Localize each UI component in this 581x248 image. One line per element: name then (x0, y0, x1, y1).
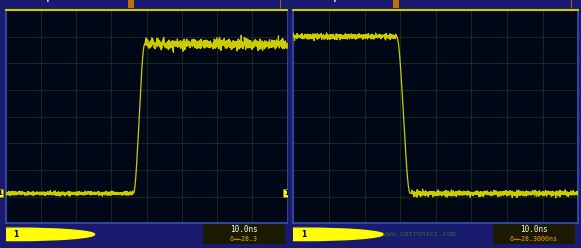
Text: ð→←28.3: ð→←28.3 (230, 236, 258, 242)
Text: 1: 1 (301, 230, 306, 239)
Text: Tek Stop: Tek Stop (9, 0, 52, 2)
Text: Tek Stop: Tek Stop (296, 0, 339, 2)
Bar (203, 224, 285, 245)
Text: |: | (569, 0, 573, 8)
Text: ð→←28.3000ns: ð→←28.3000ns (510, 236, 558, 242)
Text: U: U (128, 0, 134, 8)
Text: 10.0 V: 10.0 V (42, 230, 73, 239)
Text: U: U (393, 0, 399, 8)
Text: 1: 1 (0, 190, 2, 196)
Text: 1: 1 (13, 230, 18, 239)
Text: |: | (279, 0, 282, 8)
Text: 10.0ns: 10.0ns (230, 225, 258, 234)
Text: 10.0ns: 10.0ns (520, 225, 548, 234)
Text: www.cntronics.com: www.cntronics.com (382, 231, 455, 237)
Text: 1: 1 (284, 190, 289, 196)
Bar (493, 224, 575, 245)
Circle shape (224, 228, 383, 241)
Text: 10.0 V: 10.0 V (331, 230, 360, 239)
Circle shape (0, 228, 95, 241)
